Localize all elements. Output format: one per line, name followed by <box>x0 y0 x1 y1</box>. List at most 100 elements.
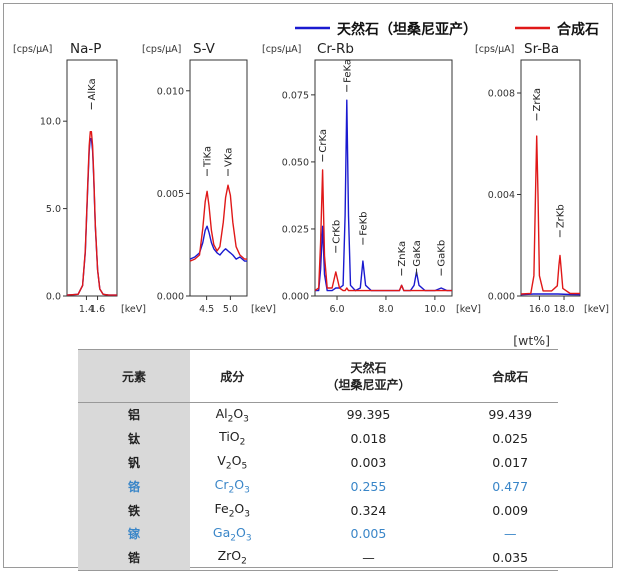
table-row: 铝 Al2O3 99.395 99.439 <box>78 402 558 427</box>
y-tick-label: 10.0 <box>40 117 61 128</box>
peak-label: TiKa <box>203 146 214 168</box>
synthetic-spectrum-line <box>189 184 247 262</box>
element-cell: 铝 <box>78 402 190 427</box>
x-tick-label: 4.5 <box>199 304 214 315</box>
synthetic-value-cell: 0.477 <box>492 478 529 494</box>
y-tick-label: 0.005 <box>157 189 184 200</box>
component-cell: ZrO2 <box>190 545 275 571</box>
element-cell: 铬 <box>78 474 190 499</box>
natural-spectrum-line <box>189 225 247 262</box>
natural-value-cell: — <box>274 545 463 571</box>
component-cell: Cr2O3 <box>214 477 250 496</box>
y-tick-label: 0.000 <box>282 292 309 303</box>
x-unit-label: [keV] <box>251 304 276 315</box>
panel-title: S-V <box>193 41 216 57</box>
y-tick-label: 0.0 <box>46 292 61 303</box>
x-tick-label: 10.0 <box>424 304 445 315</box>
x-unit-label: [keV] <box>121 304 146 315</box>
synthetic-value-cell: — <box>503 526 517 542</box>
synthetic-value-cell: 0.017 <box>492 454 529 470</box>
spectrum-panel-sr-ba: [cps/μA] Sr-Ba 0.000 0.004 0.008 16.0 18.0 [keV… <box>475 41 609 315</box>
synthetic-spectrum-line <box>314 169 452 292</box>
y-tick-label: 5.0 <box>46 204 61 215</box>
header-natural: 天然石 （坦桑尼亚产） <box>274 349 463 403</box>
legend-synthetic-label: 合成石 <box>557 21 599 38</box>
natural-value-cell: 99.395 <box>346 407 391 423</box>
composition-table: 元素 成分 天然石 （坦桑尼亚产） 合成石 铝 Al2O3 99.395 99.439… <box>78 349 558 571</box>
legend-natural-label: 天然石（坦桑尼亚产） <box>337 21 477 38</box>
synthetic-value-cell: 0.009 <box>492 502 529 518</box>
synthetic-value-cell: 0.035 <box>462 545 558 571</box>
peak-label: CrKb <box>331 220 342 244</box>
plot-frame <box>314 59 453 297</box>
peak-label: FeKb <box>358 211 369 235</box>
panel-title: Sr-Ba <box>524 41 559 57</box>
natural-value-cell: 0.018 <box>350 431 387 447</box>
x-tick-label: 1.4 <box>79 304 94 315</box>
x-tick-label: 18.0 <box>553 304 574 315</box>
panel-title: Na-P <box>70 41 101 57</box>
peak-label: CrKa <box>318 129 329 153</box>
y-tick-label: 0.000 <box>157 292 184 303</box>
spectrum-panel-s-v: [cps/μA] S-V 0.000 0.005 0.010 4.5 5.0 [keV] TiK… <box>142 41 276 315</box>
y-tick-label: 0.010 <box>157 86 184 97</box>
plot-frame <box>66 59 118 297</box>
peak-label: AlKa <box>87 78 98 100</box>
y-unit-label: [cps/μA] <box>13 44 52 55</box>
element-cell: 钛 <box>78 426 190 451</box>
element-cell: 铁 <box>78 498 190 522</box>
legend: 天然石（坦桑尼亚产） 合成石 <box>295 21 599 38</box>
x-unit-label: [keV] <box>456 304 481 315</box>
header-element: 元素 <box>78 349 190 403</box>
table-row: 钛 TiO2 0.018 0.025 <box>78 426 558 451</box>
y-tick-label: 0.050 <box>282 157 309 168</box>
x-tick-label: 16.0 <box>529 304 550 315</box>
natural-spectrum-line <box>520 293 581 296</box>
plot-frame <box>520 59 581 297</box>
xrf-spectra-charts: 天然石（坦桑尼亚产） 合成石 [cps/μA] Na-P 0.0 5.0 10.0 1.4… <box>13 21 609 315</box>
natural-spectrum-line <box>315 99 452 292</box>
element-cell: 镓 <box>78 521 190 546</box>
table-header-row: 元素 成分 天然石 （坦桑尼亚产） 合成石 <box>78 349 558 403</box>
x-unit-label: [keV] <box>584 304 609 315</box>
peak-label: ZrKa <box>532 88 543 111</box>
component-cell: TiO2 <box>219 429 246 448</box>
spectra-panels: [cps/μA] Na-P0.05.010.01.41.6 [keV]AlKa[cp… <box>13 41 609 315</box>
x-tick-label: 5.0 <box>223 304 238 315</box>
natural-value-cell: 0.003 <box>350 454 387 470</box>
peak-label: VKa <box>224 148 235 167</box>
spectrum-panel-na-p: [cps/μA] Na-P 0.0 5.0 10.0 1.41.6 [keV] AlKa <box>13 41 146 315</box>
y-tick-label: 0.025 <box>282 224 309 235</box>
y-unit-label: [cps/μA] <box>142 44 181 55</box>
natural-value-cell: 0.324 <box>350 502 387 518</box>
x-tick-label: 6.0 <box>329 304 344 315</box>
header-synthetic: 合成石 <box>462 349 558 403</box>
y-tick-label: 0.000 <box>488 292 515 303</box>
natural-spectrum-line <box>66 137 117 296</box>
header-component: 成分 <box>190 349 275 403</box>
y-tick-label: 0.004 <box>488 190 515 201</box>
peak-label: FeKa <box>342 59 353 83</box>
component-cell: Al2O3 <box>215 405 249 425</box>
element-cell: 钒 <box>78 450 190 475</box>
plot-frame <box>189 59 248 297</box>
table-unit-label: [wt%] <box>513 333 550 348</box>
peak-label: ZrKb <box>555 204 566 228</box>
synthetic-spectrum-line <box>520 135 580 295</box>
table-row: 镓 Ga2O3 0.005 — <box>78 521 558 546</box>
natural-value-cell: 0.255 <box>350 478 387 494</box>
table-row: 锆 ZrO2—0.035 <box>78 545 558 571</box>
peak-label: ZnKa <box>397 241 408 267</box>
y-tick-label: 0.075 <box>282 90 309 101</box>
peak-label: GaKb <box>437 240 448 267</box>
component-cell: V2O5 <box>217 453 248 472</box>
table-row: 铁 Fe2O3 0.324 0.009 <box>78 498 558 522</box>
table-body: 铝 Al2O3 99.395 99.439 钛 TiO2 0.018 0.025 钒 V2O5 0.… <box>78 402 558 571</box>
natural-value-cell: 0.005 <box>350 526 387 542</box>
panel-title: Cr-Rb <box>317 41 354 57</box>
synthetic-value-cell: 99.439 <box>488 407 533 423</box>
synthetic-value-cell: 0.025 <box>492 431 529 447</box>
x-tick-label: 8.0 <box>378 304 393 315</box>
component-cell: Fe2O3 <box>214 500 250 520</box>
y-unit-label: [cps/μA] <box>475 44 514 55</box>
